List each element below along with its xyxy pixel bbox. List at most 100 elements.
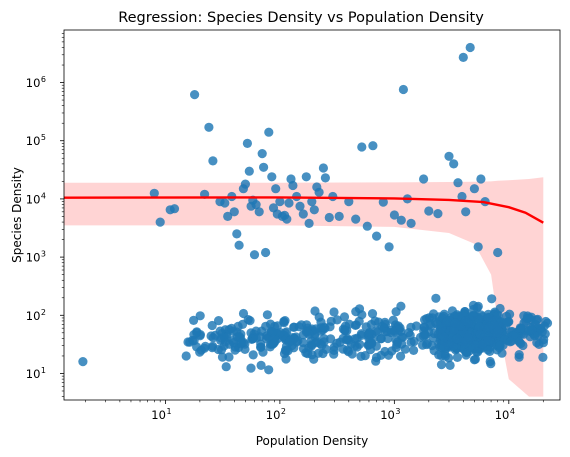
scatter-point <box>222 362 231 371</box>
scatter-point <box>299 209 308 218</box>
scatter-point <box>232 229 241 238</box>
y-tick-label: 104 <box>26 191 46 206</box>
scatter-point <box>355 304 364 313</box>
scatter-point <box>419 331 428 340</box>
scatter-point <box>432 320 441 329</box>
scatter-point <box>461 316 470 325</box>
scatter-point <box>224 352 233 361</box>
scatter-point <box>410 337 419 346</box>
scatter-point <box>320 323 329 332</box>
y-tick-label: 102 <box>26 308 46 323</box>
scatter-point <box>245 167 254 176</box>
scatter-point <box>368 309 377 318</box>
scatter-point <box>502 318 511 327</box>
y-tick-label: 103 <box>26 250 46 265</box>
scatter-point <box>305 219 314 228</box>
scatter-point <box>377 334 386 343</box>
scatter-point <box>269 339 278 348</box>
scatter-point <box>341 326 350 335</box>
scatter-point <box>424 206 433 215</box>
scatter-point <box>396 302 405 311</box>
scatter-point <box>190 90 199 99</box>
scatter-point <box>230 207 239 216</box>
scatter-point <box>496 304 505 313</box>
scatter-point <box>476 174 485 183</box>
scatter-point <box>422 340 431 349</box>
scatter-point <box>453 178 462 187</box>
scatter-point <box>302 172 311 181</box>
scatter-point <box>430 346 439 355</box>
scatter-point <box>201 342 210 351</box>
scatter-point <box>473 347 482 356</box>
scatter-point <box>284 198 293 207</box>
scatter-point <box>399 85 408 94</box>
scatter-point <box>446 361 455 370</box>
scatter-point <box>252 333 261 342</box>
scatter-point <box>484 313 493 322</box>
scatter-point <box>474 242 483 251</box>
scatter-point <box>214 316 223 325</box>
scatter-point <box>321 173 330 182</box>
scatter-point <box>239 309 248 318</box>
scatter-point <box>355 340 364 349</box>
scatter-point <box>515 350 524 359</box>
scatter-point <box>217 345 226 354</box>
scatter-point <box>319 163 328 172</box>
scatter-point <box>315 313 324 322</box>
scatter-point <box>396 327 405 336</box>
scatter-point <box>396 352 405 361</box>
scatter-point <box>407 219 416 228</box>
scatter-point <box>384 351 393 360</box>
scatter-point <box>311 338 320 347</box>
scatter-point <box>534 340 543 349</box>
scatter-point <box>189 316 198 325</box>
scatter-point <box>374 318 383 327</box>
scatter-point <box>249 350 258 359</box>
scatter-point <box>328 192 337 201</box>
scatter-point <box>385 242 394 251</box>
scatter-point <box>351 215 360 224</box>
x-tick-label: 102 <box>266 407 286 422</box>
scatter-point <box>241 180 250 189</box>
scatter-point <box>263 310 272 319</box>
scatter-point <box>271 184 280 193</box>
scatter-point <box>372 353 381 362</box>
scatter-point <box>462 350 471 359</box>
scatter-point <box>276 328 285 337</box>
scatter-point <box>372 232 381 241</box>
y-axis-label: Species Density <box>10 167 24 263</box>
scatter-point <box>281 354 290 363</box>
y-tick-label: 106 <box>26 75 46 90</box>
scatter-point <box>322 345 331 354</box>
plot-area <box>64 30 560 400</box>
scatter-point <box>475 322 484 331</box>
scatter-point <box>367 339 376 348</box>
scatter-point <box>387 326 396 335</box>
scatter-point <box>330 346 339 355</box>
scatter-point <box>192 327 201 336</box>
scatter-point <box>325 213 334 222</box>
scatter-point <box>431 294 440 303</box>
scatter-point <box>483 336 492 345</box>
scatter-point <box>281 346 290 355</box>
scatter-point <box>494 326 503 335</box>
scatter-point <box>516 323 525 332</box>
scatter-point <box>182 351 191 360</box>
scatter-point <box>170 204 179 213</box>
scatter-point <box>335 212 344 221</box>
scatter-point <box>246 364 255 373</box>
x-axis-label: Population Density <box>256 434 368 448</box>
scatter-point <box>286 336 295 345</box>
scatter-point <box>449 159 458 168</box>
scatter-point <box>484 323 493 332</box>
scatter-point <box>156 218 165 227</box>
scatter-point <box>419 174 428 183</box>
scatter-point <box>258 348 267 357</box>
scatter-point <box>261 248 270 257</box>
scatter-point <box>259 163 268 172</box>
scatter-point <box>235 241 244 250</box>
scatter-point <box>524 313 533 322</box>
scatter-point <box>406 323 415 332</box>
scatter-point <box>258 149 267 158</box>
y-axis-ticks: 101102103104105106 <box>26 33 64 396</box>
